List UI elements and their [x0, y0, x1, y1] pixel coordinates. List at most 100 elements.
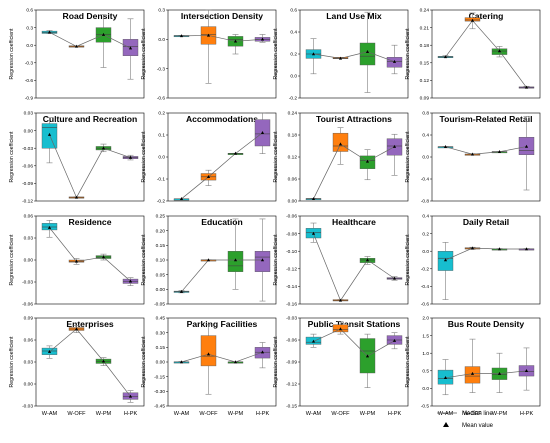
x-category-label: W-AM [438, 411, 454, 417]
y-tick-label: 0.12 [288, 155, 298, 161]
panel-title: Road Density [63, 11, 118, 21]
mean-marker [74, 327, 79, 331]
panel-title: Tourism-Related Retail [440, 114, 533, 124]
box-w-off [200, 335, 217, 367]
y-axis-label: Regression coefficient [273, 336, 279, 388]
mean-marker [206, 175, 211, 178]
y-tick-label: 0.03 [24, 360, 34, 366]
box-w-pm [359, 42, 376, 66]
mean-marker [392, 338, 397, 342]
y-tick-label: -0.6 [421, 302, 430, 308]
mean-marker [47, 30, 52, 34]
y-tick-label: 0.0 [290, 74, 297, 80]
mean-marker [443, 258, 448, 262]
y-tick-label: -0.05 [154, 302, 165, 308]
y-tick-label: 0.6 [26, 8, 33, 14]
mean-trend-line [445, 146, 527, 155]
mean-trend-line [445, 370, 527, 379]
panel-public-transit-stations: Public Transit Stations -0.15 -0.12 -0.09 -0… [273, 316, 409, 417]
y-tick-label: -0.10 [286, 249, 297, 255]
mean-marker [524, 85, 529, 89]
y-tick-label: 1.5 [422, 333, 429, 339]
mean-marker [338, 56, 343, 60]
y-axis-label: Regression coefficient [9, 336, 15, 388]
mean-marker [47, 132, 52, 136]
y-tick-label: 0.3 [158, 8, 165, 14]
mean-marker [524, 144, 529, 148]
mean-marker [497, 371, 502, 375]
mean-marker [497, 149, 502, 153]
y-tick-label: -0.06 [286, 338, 297, 344]
y-tick-label: 0.12 [420, 78, 430, 84]
x-category-label: H-PK [520, 411, 534, 417]
y-axis-label: Regression coefficient [273, 131, 279, 183]
mean-marker [443, 376, 448, 380]
mean-marker [443, 145, 448, 149]
mean-trend-line [49, 31, 131, 49]
mean-trend-line [181, 132, 263, 200]
y-tick-label: -0.12 [286, 382, 297, 388]
y-axis-label: Regression coefficient [273, 234, 279, 286]
mean-marker [392, 276, 397, 280]
y-tick-label: -0.6 [157, 96, 166, 102]
x-category-label: W-AM [42, 411, 58, 417]
y-tick-label: -0.12 [286, 267, 297, 273]
y-tick-label: 0.05 [156, 272, 166, 278]
mean-marker [338, 327, 343, 331]
x-category-label: H-PK [124, 411, 138, 417]
y-axis-label: Regression coefficient [405, 336, 411, 388]
mean-trend-line [445, 247, 527, 261]
mean-marker [311, 197, 316, 200]
panel-daily-retail: Daily Retail -0.6 -0.4 -0.2 0.0 0.2 0.4 Regress… [405, 214, 541, 308]
y-tick-label: 0.3 [26, 25, 33, 31]
x-category-label: W-PM [96, 411, 112, 417]
mean-trend-line [313, 143, 395, 199]
mean-marker [179, 289, 184, 293]
median-legend-label: Median line [462, 411, 493, 417]
y-tick-label: -0.3 [157, 66, 166, 72]
mean-marker [128, 279, 133, 283]
y-tick-label: 0.1 [158, 133, 165, 139]
mean-marker [101, 32, 106, 36]
y-tick-label: -0.4 [421, 177, 430, 183]
mean-marker [128, 394, 133, 398]
x-category-label: H-PK [388, 411, 402, 417]
panel-catering: Catering 0.09 0.12 0.15 0.18 0.21 0.24 Regressi… [405, 8, 541, 102]
y-tick-label: 0.0 [158, 155, 165, 161]
y-tick-label: -0.9 [25, 96, 34, 102]
mean-marker [470, 152, 475, 156]
y-tick-label: 0.00 [24, 128, 34, 134]
y-tick-label: 2.0 [422, 316, 429, 322]
x-category-label: H-PK [256, 411, 270, 417]
y-tick-label: 0.09 [420, 96, 430, 102]
y-tick-label: 0.0 [158, 37, 165, 43]
x-category-label: W-PM [228, 411, 244, 417]
x-category-label: W-AM [306, 411, 322, 417]
mean-marker [365, 50, 370, 53]
legend: Median line Mean value [437, 411, 494, 429]
y-axis-label: Regression coefficient [405, 28, 411, 80]
plot-frame [299, 215, 409, 305]
mean-marker [338, 298, 343, 302]
mean-marker [260, 258, 265, 262]
mean-marker [260, 131, 265, 134]
y-tick-label: -0.14 [286, 284, 297, 290]
mean-marker [179, 34, 184, 38]
y-tick-label: 0.06 [24, 338, 34, 344]
panel-title: Residence [69, 217, 112, 227]
y-tick-label: 0.15 [420, 61, 430, 67]
plot-frame [299, 317, 409, 407]
panel-road-density: Road Density -0.9 -0.6 -0.3 0.0 0.3 0.6 Regress… [9, 8, 145, 102]
y-axis-label: Regression coefficient [273, 28, 279, 80]
panel-land-use-mix: Land Use Mix -0.2 0.0 0.2 0.4 0.6 Regression c… [273, 8, 409, 102]
y-tick-label: -0.2 [157, 199, 166, 205]
y-tick-label: 0.09 [24, 316, 34, 322]
y-tick-label: 0.0 [422, 249, 429, 255]
y-tick-label: 0.00 [24, 382, 34, 388]
y-tick-label: -0.45 [154, 404, 165, 410]
plot-frame [431, 9, 541, 99]
mean-marker [233, 258, 238, 262]
plot-frame [35, 9, 145, 99]
